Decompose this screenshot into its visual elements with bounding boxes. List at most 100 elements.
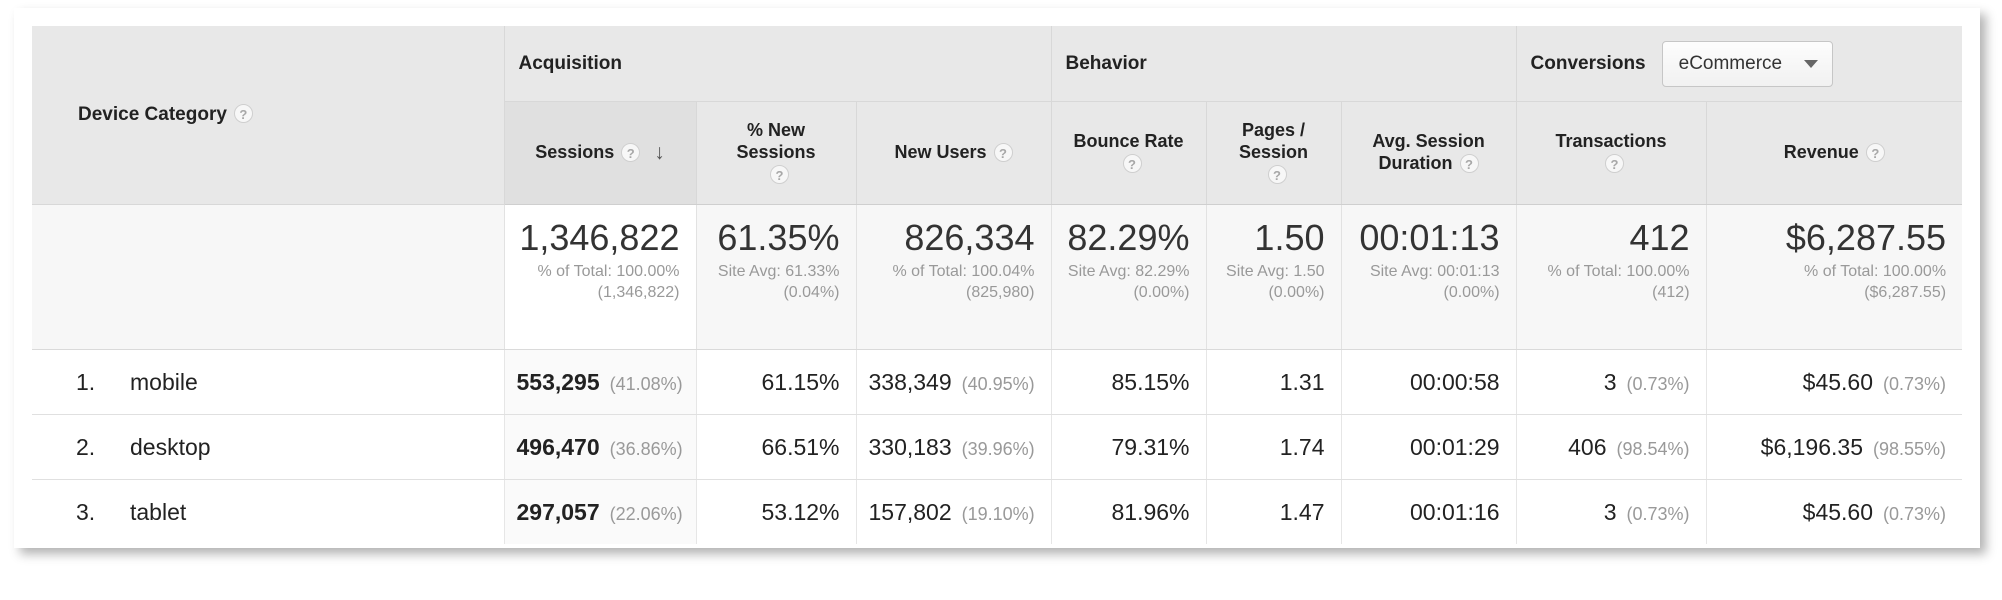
column-header-bounce-rate-label: Bounce Rate (1073, 131, 1184, 152)
cell-transactions-pct: (98.54%) (1616, 438, 1690, 459)
pct-new-sessions-help-icon[interactable]: ? (770, 164, 789, 184)
chevron-down-icon (1804, 59, 1819, 68)
cell-bounce-rate: 85.15% (1051, 349, 1207, 415)
cell-sessions: 553,295 (41.08%) (504, 349, 697, 415)
row-index: 1. (76, 368, 96, 395)
summary-avg-duration-sub: Site Avg: 00:01:13 (0.00%) (1369, 262, 1500, 302)
summary-revenue-value: $6,287.55 (1785, 217, 1947, 258)
cell-pct-new: 53.12% (696, 479, 857, 544)
column-header-pages-session-label: Pages / Session (1238, 120, 1309, 163)
cell-transactions: 3 (0.73%) (1516, 349, 1707, 415)
cell-sessions: 496,470 (36.86%) (504, 414, 697, 480)
column-header-new-users[interactable]: New Users? (856, 101, 1052, 205)
group-label-behavior: Behavior (1065, 52, 1147, 74)
row-dimension-cell: 2. desktop (32, 414, 505, 480)
cell-transactions-pct: (0.73%) (1626, 373, 1690, 394)
group-header-row: Device Category? Acquisition Behavior Co… (32, 26, 1962, 205)
dimension-header-cell[interactable]: Device Category? (32, 26, 505, 205)
column-header-transactions-label: Transactions (1555, 131, 1667, 152)
column-header-avg-session-duration-label: Avg. Session Duration (1372, 131, 1485, 173)
summary-new-users-sub: % of Total: 100.04% (825,980) (892, 262, 1035, 302)
avg-session-duration-help-icon[interactable]: ? (1459, 153, 1479, 173)
cell-transactions-value: 3 (1603, 498, 1617, 525)
cell-avg-duration-value: 00:01:29 (1410, 433, 1500, 460)
cell-new-users: 338,349 (40.95%) (856, 349, 1052, 415)
cell-transactions: 406 (98.54%) (1516, 414, 1707, 480)
cell-revenue: $45.60 (0.73%) (1706, 480, 1962, 545)
metric-header-row: Sessions? ↓ % New Sessions? New Users? Bo… (32, 101, 1962, 205)
column-header-revenue[interactable]: Revenue? (1706, 101, 1962, 205)
cell-pct-new-value: 61.15% (761, 368, 840, 395)
summary-revenue-sub: % of Total: 100.00% ($6,287.55) (1804, 262, 1947, 302)
cell-pages-session-value: 1.74 (1279, 433, 1325, 460)
cell-pct-new-value: 53.12% (761, 498, 840, 525)
sort-descending-icon[interactable]: ↓ (654, 140, 665, 164)
cell-revenue-value: $45.60 (1802, 498, 1874, 525)
row-dimension-label[interactable]: tablet (130, 498, 187, 525)
summary-dimension-cell (32, 204, 505, 350)
cell-sessions-value: 297,057 (516, 498, 600, 525)
revenue-help-icon[interactable]: ? (1865, 142, 1885, 162)
summary-pages-session-value: 1.50 (1254, 217, 1325, 258)
bounce-rate-help-icon[interactable]: ? (1122, 153, 1142, 173)
summary-bounce-rate-sub: Site Avg: 82.29% (0.00%) (1067, 262, 1190, 302)
report-panel: Device Category? Acquisition Behavior Co… (14, 8, 1980, 548)
cell-sessions-pct: (41.08%) (609, 373, 683, 394)
row-dimension-label[interactable]: mobile (130, 368, 198, 395)
cell-transactions-pct: (0.73%) (1626, 503, 1690, 524)
table-row[interactable]: 2. desktop 496,470 (36.86%) 66.51% 330,183… (32, 414, 1962, 480)
column-header-revenue-label: Revenue (1783, 142, 1859, 163)
cell-sessions-value: 553,295 (516, 368, 600, 395)
column-header-sessions-label: Sessions (535, 142, 615, 163)
summary-pages-session-sub: Site Avg: 1.50 (0.00%) (1226, 262, 1325, 302)
cell-bounce-rate-value: 81.96% (1111, 498, 1190, 525)
cell-transactions-value: 406 (1568, 433, 1607, 460)
column-header-transactions[interactable]: Transactions? (1516, 101, 1707, 205)
cell-new-users-pct: (40.95%) (961, 373, 1035, 394)
cell-revenue-value: $6,196.35 (1760, 433, 1863, 460)
table-row[interactable]: 1. mobile 553,295 (41.08%) 61.15% 338,349 (… (32, 349, 1962, 415)
column-header-pages-session[interactable]: Pages / Session? (1206, 101, 1342, 205)
summary-pct-new-cell: 61.35% Site Avg: 61.33% (0.04%) (696, 204, 857, 350)
cell-pages-session-value: 1.31 (1279, 368, 1325, 395)
cell-new-users-pct: (19.10%) (961, 503, 1035, 524)
summary-transactions-sub: % of Total: 100.00% (412) (1547, 262, 1690, 302)
table-row[interactable]: 3. tablet 297,057 (22.06%) 53.12% 157,802 (… (32, 479, 1962, 545)
column-header-pct-new-sessions[interactable]: % New Sessions? (696, 101, 857, 205)
cell-avg-duration-value: 00:00:58 (1410, 368, 1500, 395)
summary-sessions-value: 1,346,822 (519, 217, 680, 258)
summary-pages-session-cell: 1.50 Site Avg: 1.50 (0.00%) (1206, 204, 1342, 350)
cell-revenue: $45.60 (0.73%) (1706, 349, 1962, 415)
row-index: 2. (76, 433, 96, 460)
column-header-bounce-rate[interactable]: Bounce Rate? (1051, 101, 1207, 205)
cell-pages-session: 1.47 (1206, 479, 1342, 544)
cell-sessions: 297,057 (22.06%) (504, 479, 697, 544)
summary-transactions-cell: 412 % of Total: 100.00% (412) (1516, 204, 1707, 350)
cell-revenue-pct: (0.73%) (1883, 503, 1947, 524)
conversions-goal-value: eCommerce (1678, 52, 1783, 74)
row-dimension-label[interactable]: desktop (130, 433, 211, 460)
column-header-sessions[interactable]: Sessions? ↓ (504, 101, 697, 205)
group-label-conversions: Conversions (1530, 52, 1646, 74)
group-header-conversions: Conversions eCommerce (1516, 26, 1962, 102)
summary-new-users-cell: 826,334 % of Total: 100.04% (825,980) (856, 204, 1052, 350)
cell-new-users-value: 157,802 (868, 498, 952, 525)
row-dimension-cell: 3. tablet (32, 479, 505, 544)
new-users-help-icon[interactable]: ? (993, 142, 1013, 162)
cell-sessions-value: 496,470 (516, 433, 600, 460)
cell-new-users-value: 338,349 (868, 368, 952, 395)
column-header-new-users-label: New Users (894, 142, 987, 163)
cell-pct-new: 66.51% (696, 414, 857, 480)
transactions-help-icon[interactable]: ? (1605, 153, 1625, 173)
cell-bounce-rate: 79.31% (1051, 414, 1207, 480)
column-header-pct-new-sessions-label: % New Sessions (736, 120, 816, 163)
cell-transactions-value: 3 (1603, 368, 1617, 395)
dimension-help-icon[interactable]: ? (233, 104, 253, 124)
sessions-help-icon[interactable]: ? (621, 142, 641, 162)
column-header-avg-session-duration[interactable]: Avg. Session Duration? (1341, 101, 1517, 205)
conversions-goal-select[interactable]: eCommerce (1661, 40, 1834, 87)
cell-bounce-rate-value: 79.31% (1111, 433, 1190, 460)
pages-session-help-icon[interactable]: ? (1267, 164, 1287, 184)
summary-sessions-cell: 1,346,822 % of Total: 100.00% (1,346,822… (504, 204, 697, 350)
cell-avg-duration-value: 00:01:16 (1410, 498, 1500, 525)
